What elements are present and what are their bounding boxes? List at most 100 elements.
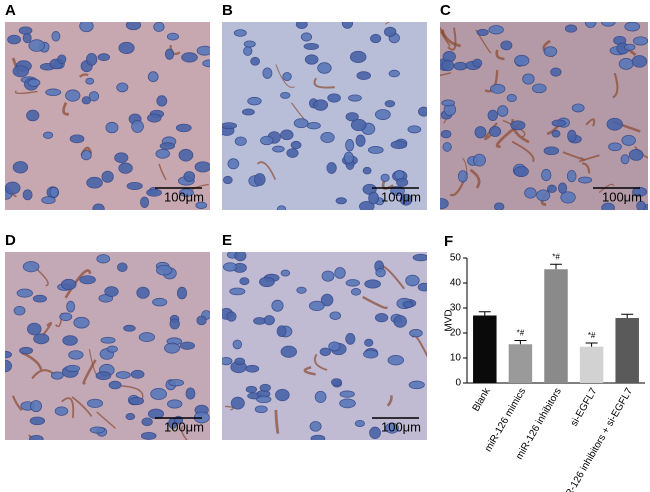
nucleus: [32, 294, 47, 303]
error-bar: [621, 313, 634, 318]
nucleus: [514, 54, 530, 67]
nucleus: [233, 29, 247, 37]
nucleus: [222, 175, 233, 185]
nucleus: [57, 54, 67, 65]
vessel-stain: [440, 117, 442, 119]
nucleus: [81, 96, 92, 105]
nucleus: [339, 398, 356, 409]
vessel-stain: [578, 154, 600, 163]
bar: [508, 344, 533, 383]
nucleus: [606, 117, 623, 131]
nucleus: [277, 205, 287, 210]
nucleus: [550, 67, 562, 77]
nucleus: [234, 357, 246, 366]
nucleus: [147, 113, 162, 123]
nucleus: [543, 46, 558, 57]
nucleus: [7, 34, 22, 45]
nucleus: [600, 22, 616, 27]
nucleus: [567, 129, 577, 143]
nucleus: [196, 315, 207, 326]
nucleus: [16, 288, 33, 298]
nucleus: [153, 22, 165, 32]
vessel-stain: [362, 295, 388, 310]
nucleus: [136, 286, 150, 299]
nucleus: [308, 300, 325, 311]
y-axis-label: MVD: [444, 309, 455, 331]
nucleus: [97, 53, 111, 62]
nucleus: [156, 264, 173, 276]
nucleus: [241, 108, 255, 116]
significance-mark: *#: [517, 329, 525, 338]
nucleus: [234, 252, 247, 262]
nucleus: [295, 22, 308, 29]
nucleus: [229, 287, 246, 296]
nucleus: [349, 50, 367, 64]
nucleus: [13, 305, 26, 316]
nucleus: [551, 129, 561, 138]
nucleus: [348, 94, 362, 102]
nucleus: [320, 132, 335, 143]
nucleus: [27, 322, 42, 336]
nucleus: [256, 395, 272, 404]
nucleus: [128, 396, 144, 406]
nucleus: [65, 364, 81, 373]
nucleus: [179, 188, 194, 197]
nucleus: [319, 347, 331, 357]
nucleus: [363, 349, 379, 359]
nucleus: [87, 398, 104, 408]
nucleus: [487, 109, 499, 121]
nucleus: [402, 301, 414, 309]
vessel-stain: [511, 140, 535, 163]
vessel-stain: [96, 411, 116, 429]
nucleus: [108, 380, 122, 390]
nucleus: [368, 191, 379, 205]
nucleus: [354, 419, 365, 427]
nucleus: [138, 332, 155, 343]
error-bar: [585, 342, 598, 347]
nucleus: [393, 315, 407, 328]
nucleus: [18, 26, 33, 35]
bar: [615, 318, 639, 383]
nucleus: [417, 282, 427, 292]
nucleus: [490, 83, 506, 94]
nucleus: [313, 99, 329, 111]
nucleus: [59, 312, 73, 322]
nucleus: [12, 161, 29, 174]
nucleus: [5, 350, 12, 359]
vessel-stain: [581, 162, 591, 174]
nucleus: [541, 168, 552, 182]
vessel-stain: [256, 161, 277, 181]
nucleus: [5, 359, 13, 373]
nucleus: [474, 126, 487, 139]
vessel-stain: [274, 409, 280, 434]
panel-label: B: [222, 2, 233, 19]
nucleus: [89, 426, 106, 434]
nucleus: [280, 129, 294, 141]
nucleus: [49, 186, 59, 198]
vessel-stain: [313, 353, 328, 371]
nucleus: [309, 421, 322, 432]
vessel-stain: [313, 77, 335, 89]
nucleus: [384, 100, 396, 108]
x-tick-label: si-EGFL7: [569, 386, 600, 428]
y-tick-label: 50: [450, 253, 462, 264]
micrograph: [5, 252, 210, 440]
nucleus: [409, 329, 423, 338]
significance-mark: *#: [588, 331, 596, 340]
nucleus: [320, 293, 334, 307]
nucleus: [412, 253, 427, 262]
nucleus: [30, 400, 42, 413]
nucleus: [226, 311, 237, 322]
error-bar: [514, 340, 527, 345]
nucleus: [532, 83, 547, 94]
nucleus: [41, 196, 56, 205]
nucleus: [374, 313, 389, 323]
nucleus: [624, 22, 641, 32]
nucleus: [473, 153, 486, 167]
vessel-stain: [41, 322, 52, 337]
nucleus: [384, 26, 397, 37]
nucleus: [339, 390, 355, 398]
nucleus: [355, 134, 366, 147]
nucleus: [183, 171, 196, 182]
